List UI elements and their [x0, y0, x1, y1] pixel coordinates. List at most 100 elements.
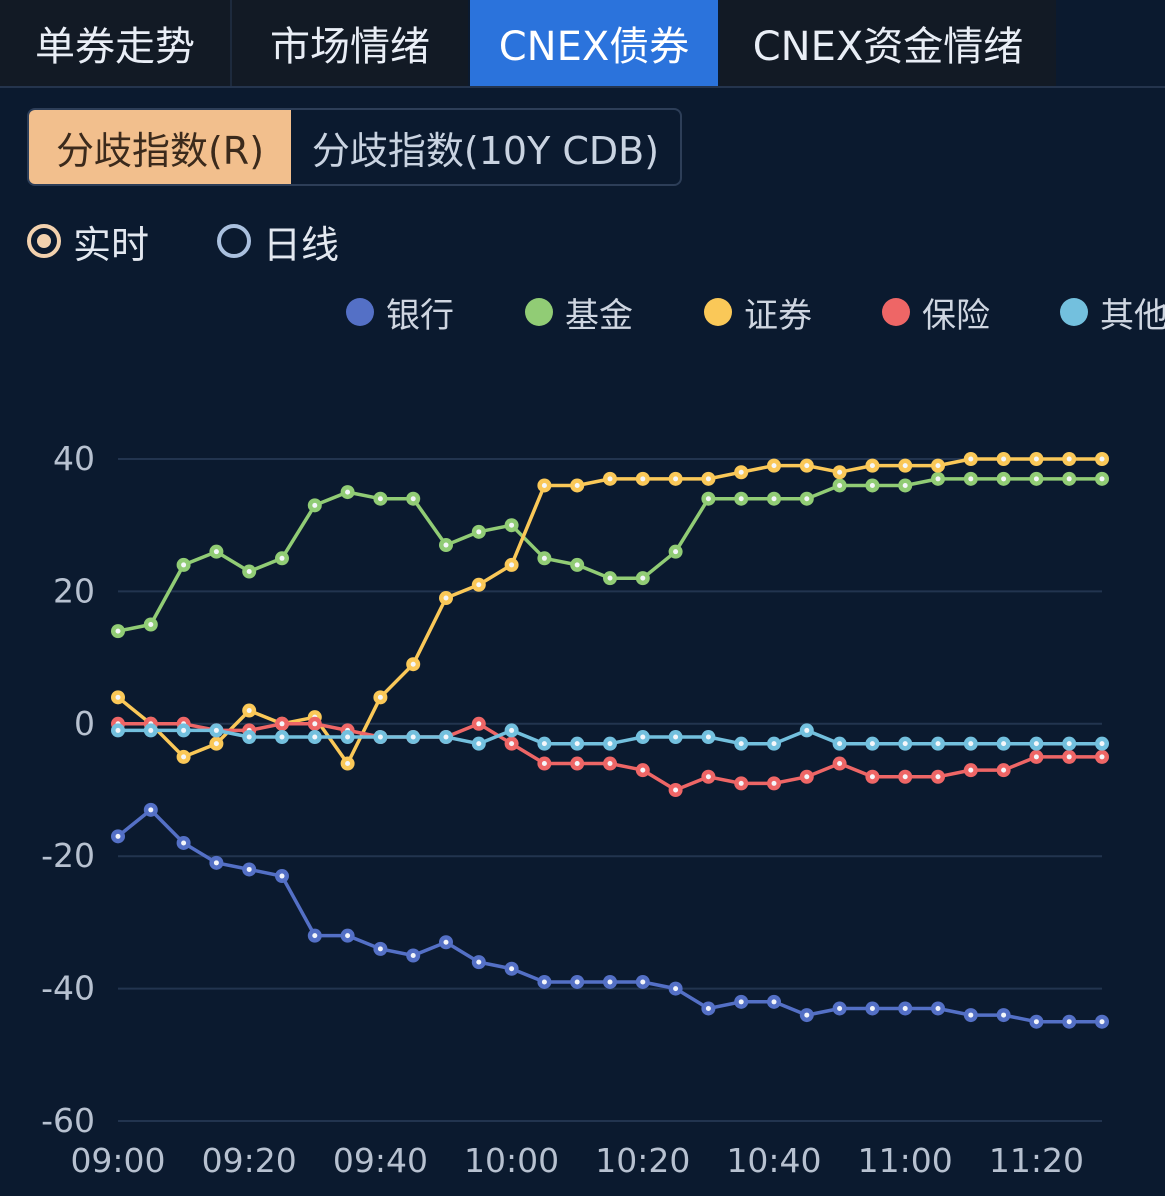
data-point-center	[1066, 1019, 1072, 1025]
data-point-center	[213, 727, 219, 733]
data-point-center	[804, 774, 810, 780]
data-point-center	[148, 622, 154, 627]
data-point-center	[607, 575, 613, 581]
data-point-center	[1033, 741, 1039, 747]
data-point-center	[115, 628, 121, 634]
data-point-center	[181, 840, 187, 846]
tab-market-sentiment[interactable]: 市场情绪	[232, 0, 468, 86]
data-point-center	[607, 476, 613, 482]
data-point-center	[869, 774, 875, 780]
data-point-center	[738, 999, 744, 1005]
data-point-center	[476, 529, 482, 535]
legend-item-insurance[interactable]: 保险	[882, 290, 990, 336]
data-point-center	[1033, 1019, 1039, 1025]
legend-label-securities: 证券	[744, 295, 812, 336]
radio-realtime[interactable]: 实时	[27, 213, 149, 269]
x-tick-label: 11:20	[989, 1141, 1084, 1180]
data-point-center	[279, 721, 285, 727]
data-point-center	[640, 575, 646, 581]
data-point-center	[1099, 754, 1105, 760]
tab-single-bond-trend[interactable]: 单券走势	[0, 0, 230, 86]
data-point-center	[673, 476, 679, 482]
data-point-center	[377, 734, 383, 740]
data-point-center	[312, 721, 318, 727]
segment-divergence-index-10y-cdb[interactable]: 分歧指数(10Y CDB)	[311, 128, 660, 173]
data-point-center	[1001, 456, 1007, 462]
data-point-center	[213, 860, 219, 866]
x-tick-label: 09:40	[333, 1141, 428, 1180]
radio-daily-label: 日线	[263, 222, 340, 267]
data-point-center	[574, 979, 580, 985]
data-point-center	[869, 1005, 875, 1011]
data-point-center	[312, 502, 318, 508]
data-point-center	[902, 1005, 908, 1011]
data-point-center	[1066, 476, 1072, 482]
legend-swatch-securities	[704, 298, 732, 326]
data-point-center	[902, 741, 908, 747]
data-point-center	[935, 1005, 941, 1011]
data-point-center	[574, 761, 580, 767]
series-line-1	[117, 477, 1102, 633]
tab-cnex-funding-sentiment[interactable]: CNEX资金情绪	[720, 0, 1056, 86]
legend-item-fund[interactable]: 基金	[525, 290, 633, 336]
tab-divider	[230, 0, 232, 86]
x-tick-label: 09:00	[70, 1141, 165, 1180]
data-point-center	[902, 774, 908, 780]
legend-item-bank[interactable]: 银行	[346, 290, 454, 336]
data-point-center	[673, 986, 679, 992]
data-point-center	[574, 562, 580, 568]
data-point-center	[509, 966, 515, 972]
data-point-center	[673, 787, 679, 793]
data-point-center	[804, 727, 810, 733]
data-point-center	[115, 727, 121, 733]
data-point-center	[246, 866, 252, 872]
tab-cnex-bonds[interactable]: CNEX债券	[470, 0, 718, 86]
data-point-center	[705, 734, 711, 740]
data-point-center	[1033, 456, 1039, 462]
legend-swatch-insurance	[882, 298, 910, 326]
data-point-center	[968, 1012, 974, 1018]
data-point-center	[213, 549, 219, 555]
x-tick-label: 09:20	[202, 1141, 297, 1180]
data-point-center	[148, 807, 154, 813]
data-point-center	[1066, 754, 1072, 760]
data-point-center	[771, 496, 777, 502]
data-point-center	[738, 496, 744, 502]
data-point-center	[804, 1012, 810, 1018]
data-point-center	[705, 774, 711, 780]
segment-divergence-index-r[interactable]: 分歧指数(R)	[29, 110, 291, 184]
data-point-center	[837, 482, 843, 488]
radio-daily[interactable]: 日线	[217, 213, 339, 269]
legend-swatch-other	[1060, 298, 1088, 326]
data-point-center	[345, 933, 351, 939]
data-point-center	[902, 482, 908, 488]
data-point-center	[640, 979, 646, 985]
legend-label-insurance: 保险	[922, 295, 990, 336]
data-point-center	[607, 979, 613, 985]
data-point-center	[1099, 1019, 1105, 1025]
data-point-center	[410, 734, 416, 740]
x-tick-label: 11:00	[858, 1141, 953, 1180]
x-tick-label: 10:20	[595, 1141, 690, 1180]
data-point-center	[279, 873, 285, 879]
data-point-center	[738, 469, 744, 475]
y-tick-label: 20	[53, 571, 95, 610]
data-point-center	[640, 767, 646, 773]
data-point-center	[837, 469, 843, 475]
y-tick-label: -60	[41, 1101, 95, 1140]
data-point-center	[115, 694, 121, 700]
legend-item-other[interactable]: 其他	[1060, 290, 1165, 336]
data-point-center	[869, 463, 875, 469]
data-point-center	[312, 734, 318, 740]
data-point-center	[1001, 741, 1007, 747]
data-point-center	[607, 741, 613, 747]
data-point-center	[1099, 476, 1105, 482]
x-tick-label: 10:00	[464, 1141, 559, 1180]
data-point-center	[902, 463, 908, 469]
legend-item-securities[interactable]: 证券	[704, 290, 812, 336]
data-point-center	[771, 780, 777, 786]
legend-label-bank: 银行	[386, 295, 454, 336]
data-point-center	[738, 741, 744, 747]
data-point-center	[1033, 754, 1039, 760]
